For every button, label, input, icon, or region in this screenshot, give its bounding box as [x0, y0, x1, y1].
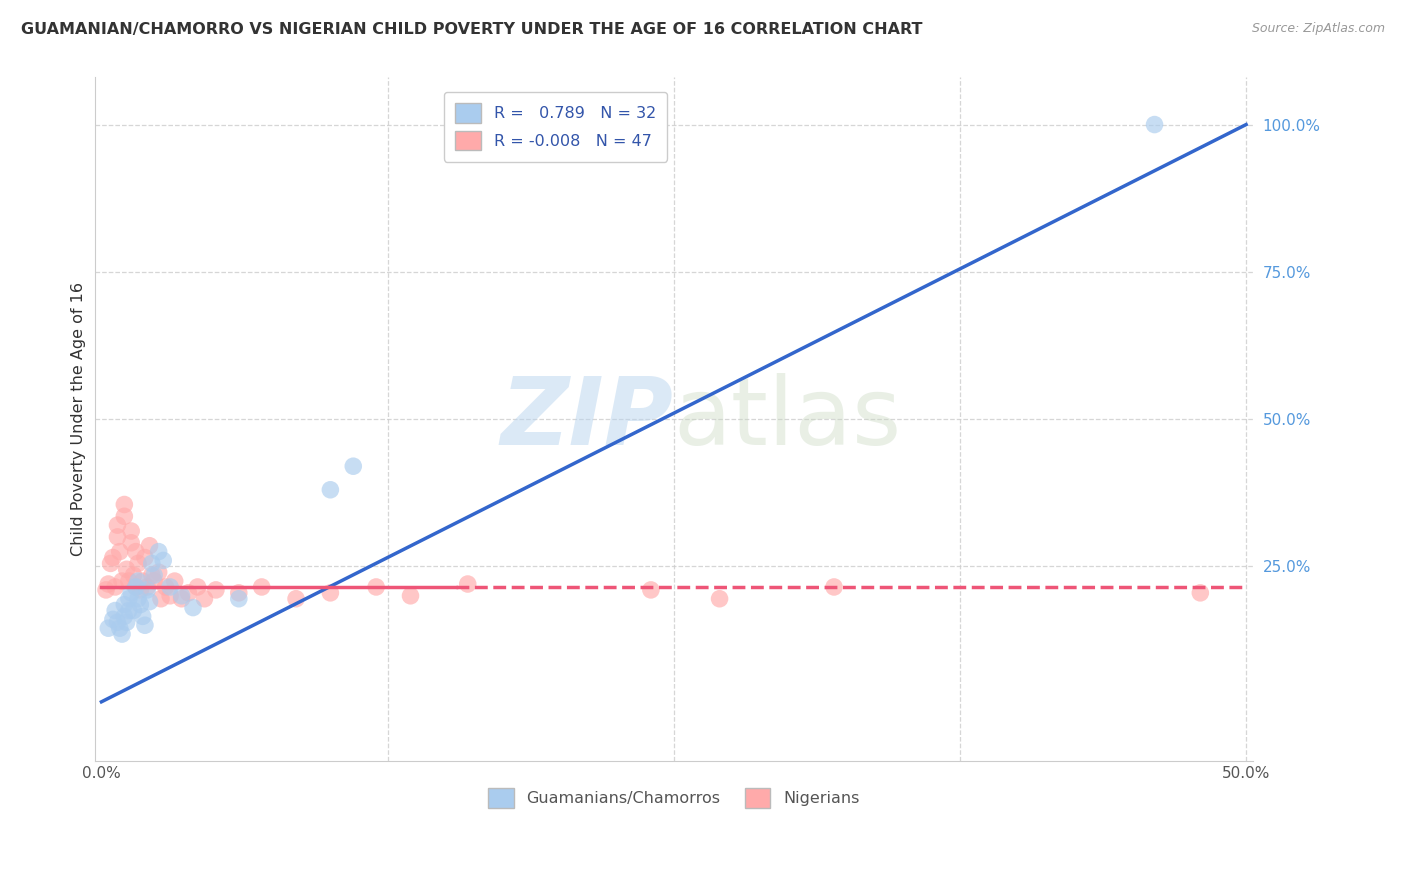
Point	[136, 582, 159, 597]
Point	[115, 615, 138, 630]
Point	[127, 557, 149, 571]
Point	[131, 574, 153, 588]
Point	[97, 621, 120, 635]
Point	[127, 574, 149, 588]
Point	[118, 574, 141, 588]
Point	[101, 550, 124, 565]
Point	[193, 591, 215, 606]
Point	[319, 483, 342, 497]
Point	[101, 612, 124, 626]
Point	[134, 618, 156, 632]
Legend: Guamanians/Chamorros, Nigerians: Guamanians/Chamorros, Nigerians	[482, 782, 866, 814]
Point	[170, 589, 193, 603]
Point	[107, 615, 129, 630]
Text: atlas: atlas	[673, 373, 903, 465]
Point	[177, 586, 200, 600]
Point	[319, 586, 342, 600]
Point	[120, 536, 142, 550]
Point	[125, 580, 148, 594]
Point	[136, 580, 159, 594]
Text: ZIP: ZIP	[501, 373, 673, 465]
Point	[94, 582, 117, 597]
Point	[163, 574, 186, 588]
Point	[122, 568, 145, 582]
Point	[155, 580, 177, 594]
Point	[187, 580, 209, 594]
Point	[1143, 118, 1166, 132]
Point	[152, 553, 174, 567]
Point	[399, 589, 422, 603]
Point	[112, 509, 135, 524]
Point	[159, 589, 181, 603]
Y-axis label: Child Poverty Under the Age of 16: Child Poverty Under the Age of 16	[72, 282, 86, 556]
Point	[138, 595, 160, 609]
Point	[131, 609, 153, 624]
Point	[342, 459, 364, 474]
Point	[138, 539, 160, 553]
Point	[823, 580, 845, 594]
Point	[118, 591, 141, 606]
Point	[640, 582, 662, 597]
Point	[107, 530, 129, 544]
Point	[181, 600, 204, 615]
Point	[148, 544, 170, 558]
Point	[120, 586, 142, 600]
Text: GUAMANIAN/CHAMORRO VS NIGERIAN CHILD POVERTY UNDER THE AGE OF 16 CORRELATION CHA: GUAMANIAN/CHAMORRO VS NIGERIAN CHILD POV…	[21, 22, 922, 37]
Point	[228, 591, 250, 606]
Point	[125, 580, 148, 594]
Point	[1189, 586, 1212, 600]
Point	[111, 574, 134, 588]
Point	[100, 557, 122, 571]
Point	[170, 591, 193, 606]
Point	[97, 577, 120, 591]
Point	[457, 577, 479, 591]
Point	[250, 580, 273, 594]
Point	[112, 609, 135, 624]
Point	[112, 598, 135, 612]
Point	[141, 568, 163, 582]
Point	[122, 603, 145, 617]
Point	[125, 544, 148, 558]
Point	[104, 603, 127, 617]
Text: Source: ZipAtlas.com: Source: ZipAtlas.com	[1251, 22, 1385, 36]
Point	[108, 621, 131, 635]
Point	[205, 582, 228, 597]
Point	[111, 627, 134, 641]
Point	[127, 591, 149, 606]
Point	[108, 544, 131, 558]
Point	[115, 562, 138, 576]
Point	[134, 550, 156, 565]
Point	[285, 591, 308, 606]
Point	[112, 498, 135, 512]
Point	[366, 580, 388, 594]
Point	[143, 574, 166, 588]
Point	[107, 518, 129, 533]
Point	[120, 524, 142, 538]
Point	[118, 603, 141, 617]
Point	[159, 580, 181, 594]
Point	[709, 591, 731, 606]
Point	[228, 586, 250, 600]
Point	[129, 598, 152, 612]
Point	[148, 566, 170, 580]
Point	[143, 568, 166, 582]
Point	[149, 591, 172, 606]
Point	[141, 557, 163, 571]
Point	[129, 582, 152, 597]
Point	[104, 580, 127, 594]
